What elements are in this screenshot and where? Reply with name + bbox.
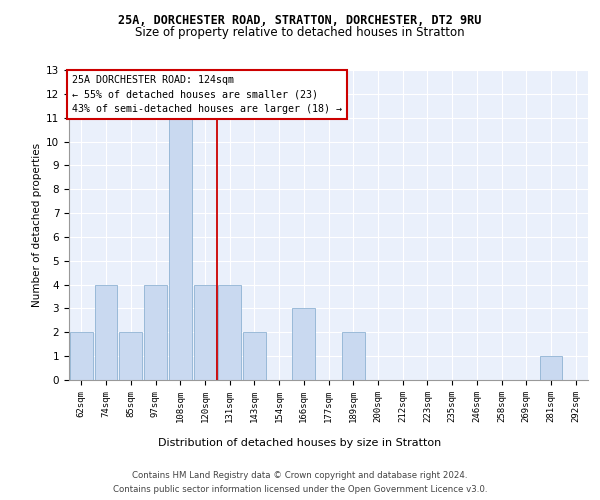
Text: Contains public sector information licensed under the Open Government Licence v3: Contains public sector information licen… <box>113 484 487 494</box>
Bar <box>342 332 365 380</box>
Bar <box>292 308 315 380</box>
Bar <box>539 356 562 380</box>
Bar <box>218 284 241 380</box>
Text: Size of property relative to detached houses in Stratton: Size of property relative to detached ho… <box>135 26 465 39</box>
Text: Distribution of detached houses by size in Stratton: Distribution of detached houses by size … <box>158 438 442 448</box>
Text: 25A DORCHESTER ROAD: 124sqm
← 55% of detached houses are smaller (23)
43% of sem: 25A DORCHESTER ROAD: 124sqm ← 55% of det… <box>71 74 341 114</box>
Text: Contains HM Land Registry data © Crown copyright and database right 2024.: Contains HM Land Registry data © Crown c… <box>132 472 468 480</box>
Bar <box>119 332 142 380</box>
Text: 25A, DORCHESTER ROAD, STRATTON, DORCHESTER, DT2 9RU: 25A, DORCHESTER ROAD, STRATTON, DORCHEST… <box>118 14 482 27</box>
Bar <box>194 284 216 380</box>
Bar <box>243 332 266 380</box>
Y-axis label: Number of detached properties: Number of detached properties <box>32 143 42 307</box>
Bar <box>169 118 191 380</box>
Bar <box>144 284 167 380</box>
Bar <box>95 284 118 380</box>
Bar <box>70 332 93 380</box>
